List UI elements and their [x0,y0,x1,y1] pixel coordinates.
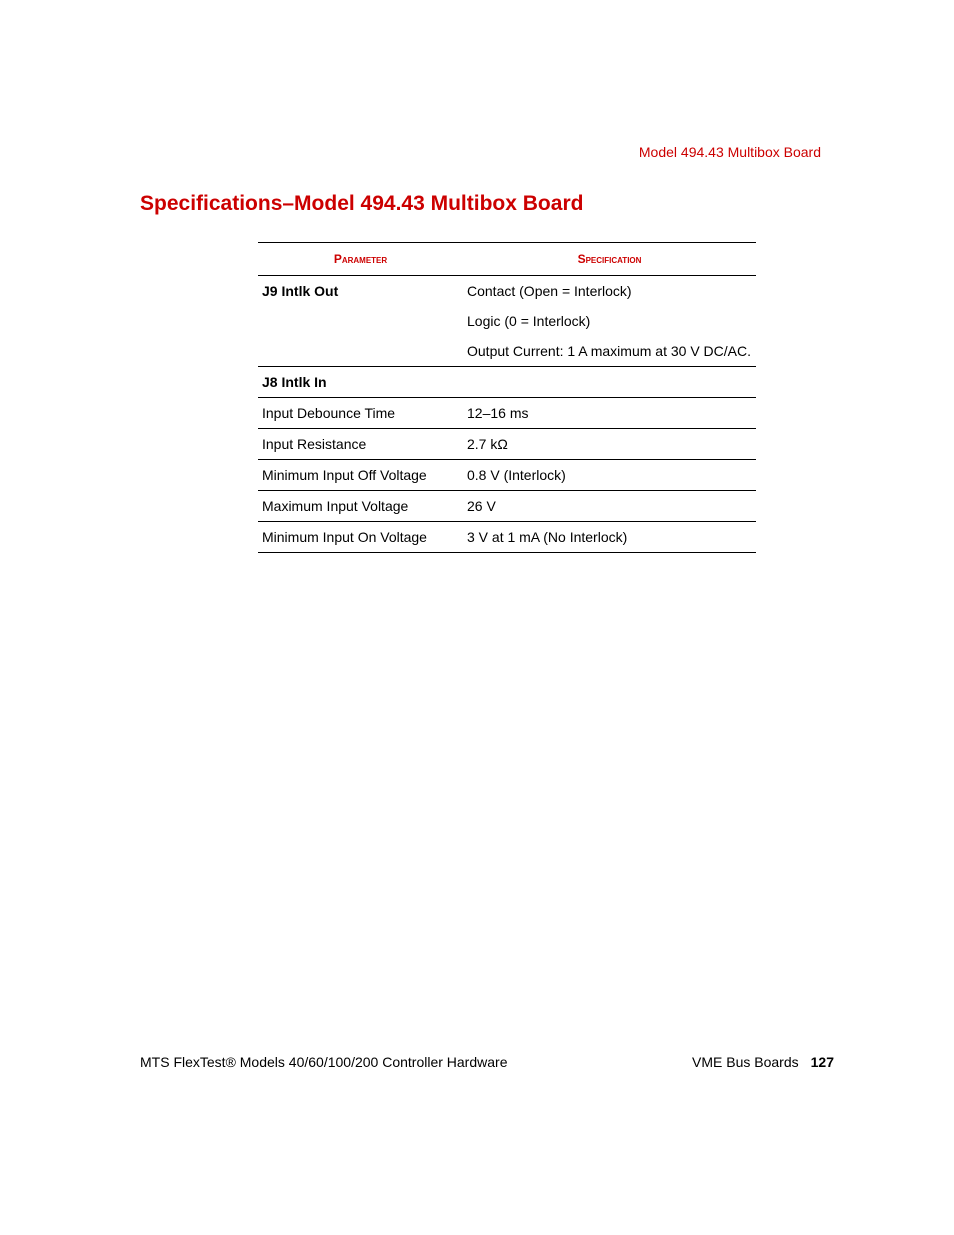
cell-specification: 12–16 ms [463,398,756,429]
cell-specification: Contact (Open = Interlock) [463,276,756,307]
cell-parameter: Maximum Input Voltage [258,491,463,522]
table-row: Minimum Input On Voltage 3 V at 1 mA (No… [258,522,756,553]
cell-specification: Output Current: 1 A maximum at 30 V DC/A… [463,336,756,367]
page-footer: MTS FlexTest® Models 40/60/100/200 Contr… [140,1054,834,1070]
table-header-row: Parameter Specification [258,243,756,276]
cell-parameter: Minimum Input Off Voltage [258,460,463,491]
cell-parameter: Input Resistance [258,429,463,460]
table-row: Output Current: 1 A maximum at 30 V DC/A… [258,336,756,367]
specifications-table: Parameter Specification J9 Intlk Out Con… [258,242,756,553]
page: Model 494.43 Multibox Board Specificatio… [0,0,954,1235]
cell-specification: 26 V [463,491,756,522]
cell-specification: Logic (0 = Interlock) [463,306,756,336]
footer-right: VME Bus Boards 127 [692,1054,834,1070]
cell-parameter: J9 Intlk Out [258,276,463,307]
table-row: Logic (0 = Interlock) [258,306,756,336]
section-heading: Specifications–Model 494.43 Multibox Boa… [140,192,583,216]
table-row: Minimum Input Off Voltage 0.8 V (Interlo… [258,460,756,491]
cell-parameter: Minimum Input On Voltage [258,522,463,553]
cell-parameter [258,306,463,336]
table-row: Input Resistance 2.7 kΩ [258,429,756,460]
table-row: Maximum Input Voltage 26 V [258,491,756,522]
cell-specification [463,367,756,398]
table-body: J9 Intlk Out Contact (Open = Interlock) … [258,276,756,553]
cell-specification: 0.8 V (Interlock) [463,460,756,491]
cell-parameter: Input Debounce Time [258,398,463,429]
cell-specification: 3 V at 1 mA (No Interlock) [463,522,756,553]
running-header: Model 494.43 Multibox Board [639,144,821,160]
footer-left-text: MTS FlexTest® Models 40/60/100/200 Contr… [140,1054,507,1070]
cell-parameter [258,336,463,367]
table-row: Input Debounce Time 12–16 ms [258,398,756,429]
page-number: 127 [811,1054,834,1070]
footer-section-text: VME Bus Boards [692,1054,799,1070]
column-header-specification: Specification [463,243,756,276]
column-header-parameter: Parameter [258,243,463,276]
cell-parameter: J8 Intlk In [258,367,463,398]
cell-specification: 2.7 kΩ [463,429,756,460]
table-row: J8 Intlk In [258,367,756,398]
table-row: J9 Intlk Out Contact (Open = Interlock) [258,276,756,307]
